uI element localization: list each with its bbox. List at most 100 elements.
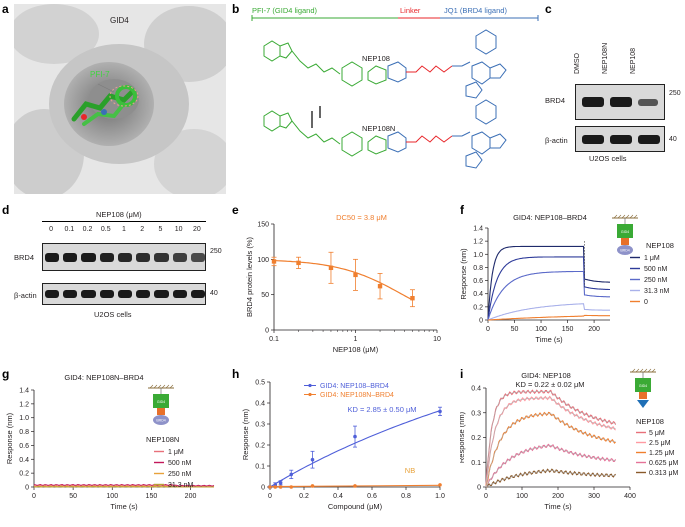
blot-band: [136, 290, 151, 298]
panel-letter-g: g: [2, 367, 10, 381]
sensor-hatch: [169, 384, 174, 389]
y-tick-label: 0: [265, 328, 269, 335]
gid4-protein-label: GID4: [110, 16, 129, 25]
lane-label: 5: [158, 226, 163, 233]
legend-label: 1 μM: [168, 449, 184, 456]
series-line: [33, 484, 215, 487]
y-tick-label: 0: [261, 485, 265, 492]
sensor-hatch: [621, 214, 626, 219]
y-axis-label: Response (nm): [460, 411, 466, 463]
x-tick-label: 150: [146, 493, 158, 500]
y-tick-label: 1.2: [19, 401, 29, 408]
blot-band: [172, 290, 187, 298]
y-tick-label: 0.4: [19, 457, 29, 464]
blot-band: [99, 290, 114, 298]
x-tick-label: 150: [562, 326, 574, 333]
data-point: [353, 434, 357, 439]
lane-label: DMSO: [574, 53, 581, 74]
y-tick-label: 0.2: [473, 304, 483, 311]
x-tick-label: 50: [511, 326, 519, 333]
series-line: [485, 443, 617, 488]
legend-title: NEP108: [646, 241, 674, 250]
lane-label: NEP108: [630, 47, 637, 74]
blot-d-mw-40: 40: [210, 290, 218, 297]
legend-label: 0: [644, 299, 648, 306]
blot-c-mw-40: 40: [669, 136, 677, 143]
x-tick-label: 0: [32, 493, 36, 500]
dc50-annotation: DC50 = 3.8 μM: [336, 213, 387, 222]
data-point: [353, 272, 358, 278]
sensor-hatch: [631, 368, 636, 373]
data-point: [289, 472, 294, 477]
bli-sensor-icon: GID4: [630, 368, 656, 408]
y-tick-label: 50: [261, 292, 269, 299]
y-tick-label: 0.3: [255, 422, 265, 429]
ligand-block-icon: [621, 238, 629, 245]
brd4-ellipse-label: BRD4: [620, 249, 629, 253]
x-tick-label: 1: [354, 336, 358, 343]
blot-d-brd4: [42, 243, 206, 271]
fit-line: [485, 445, 616, 488]
blot-band: [81, 290, 96, 298]
data-point: [353, 484, 357, 488]
x-tick-label: 10: [433, 336, 441, 343]
panel-letter-h: h: [232, 367, 240, 381]
chart-title: GID4: NEP108–BRD4: [513, 213, 587, 222]
y-tick-label: 0.2: [471, 435, 481, 442]
y-axis-label: Response (nm): [241, 408, 250, 460]
blot-band: [154, 253, 169, 262]
data-point: [310, 484, 315, 488]
y-tick-label: 0.4: [471, 386, 481, 393]
blot-band: [190, 253, 205, 262]
blot-d-header: NEP108 (μM): [96, 210, 142, 219]
data-point: [377, 283, 383, 289]
lane-label: 10: [174, 226, 183, 233]
x-tick-label: 200: [588, 326, 600, 333]
legend-label: 0.625 μM: [649, 460, 678, 467]
panel-letter-b: b: [232, 2, 240, 16]
lane-label: 0.5: [100, 226, 111, 233]
legend-label: 250 nM: [168, 471, 192, 478]
brd4-ellipse-icon: [153, 415, 169, 425]
lane-label: 0.2: [82, 226, 93, 233]
fit-curve: [273, 260, 413, 301]
sensor-hatch: [639, 368, 644, 373]
y-tick-label: 0.5: [255, 380, 265, 387]
lane-label: 1: [122, 226, 126, 233]
x-tick-label: 300: [588, 493, 600, 500]
y-tick-label: 0.1: [471, 460, 481, 467]
y-tick-label: 1.0: [19, 415, 29, 422]
x-tick-label: 100: [535, 326, 547, 333]
x-tick-label: 1.0: [435, 493, 445, 500]
blot-d-actin: [42, 283, 206, 305]
x-tick-label: 0: [268, 493, 272, 500]
blot-band: [63, 290, 78, 298]
legend-label: GID4: NEP108N–BRD4: [320, 392, 394, 399]
x-tick-label: 0: [484, 493, 488, 500]
legend-gid4-ligand: PFI-7 (GID4 ligand): [252, 6, 318, 15]
compound-nep108-label: NEP108: [362, 54, 390, 63]
lane-label: 20: [192, 226, 201, 233]
sensor-hatch: [629, 214, 634, 219]
series-line: [485, 389, 617, 488]
chart-g-bli-nep108n: 0 50 100 150 200 0 0.2 0.4 0.6 0.8 1.0 1.2 1.4 Time (…: [5, 373, 215, 511]
y-tick-label: 0.4: [473, 291, 483, 298]
sensor-hatch: [149, 384, 154, 389]
kd-annotation: KD = 2.85 ± 0.50 μM: [347, 405, 416, 414]
kd-annotation: KD = 0.22 ± 0.02 μM: [515, 380, 584, 389]
pfi7-ligand-label: PFI-7: [90, 70, 110, 79]
blot-band: [117, 290, 133, 298]
sensor-hatch: [617, 214, 622, 219]
x-tick-label: 0.2: [299, 493, 309, 500]
y-tick-label: 0.6: [473, 278, 483, 285]
data-point: [273, 485, 278, 489]
legend-label: 1 μM: [644, 255, 660, 262]
x-tick-label: 200: [552, 493, 564, 500]
series-line: [487, 303, 610, 321]
y-tick-label: 1.4: [473, 226, 483, 233]
lane-label: 0: [49, 226, 54, 233]
y-tick-label: 0.6: [19, 443, 29, 450]
y-tick-label: 150: [257, 222, 269, 229]
sensor-hatch: [157, 384, 162, 389]
